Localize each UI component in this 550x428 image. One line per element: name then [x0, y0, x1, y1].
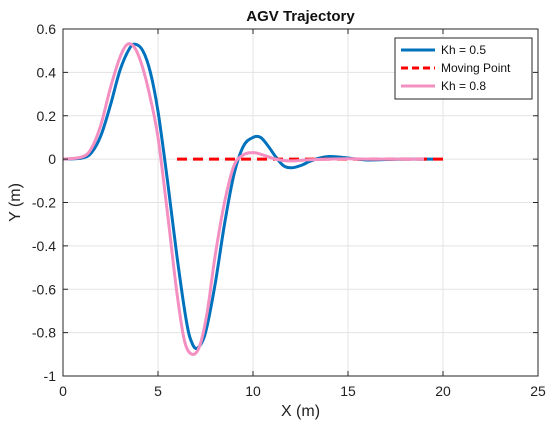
x-tick-label: 10 [245, 383, 261, 399]
ticks [62, 28, 539, 377]
y-tick-label: 0 [48, 151, 56, 167]
legend-label-moving-point: Moving Point [441, 61, 511, 75]
y-tick-label: 0.2 [37, 108, 57, 124]
y-tick-label: -0.2 [32, 195, 56, 211]
y-tick-label: 0.4 [37, 64, 57, 80]
y-tick-label: -0.4 [32, 238, 56, 254]
y-tick-label: 0.6 [37, 21, 57, 37]
legend-label-kh-0-8: Kh = 0.8 [441, 79, 486, 93]
y-tick-label: -0.8 [32, 325, 56, 341]
tick-labels: 0 5 10 15 20 25 0.6 0.4 0.2 0 -0.2 -0.4 -0.6 -0.8 -1 [32, 21, 546, 399]
x-tick-label: 25 [530, 383, 546, 399]
chart-title: AGV Trajectory [246, 8, 355, 25]
x-tick-label: 20 [435, 383, 451, 399]
series-line-kh-0-8 [62, 42, 424, 356]
y-axis-label: Y (m) [7, 183, 24, 222]
legend-label-kh-0-5: Kh = 0.5 [441, 43, 486, 57]
x-tick-label: 0 [59, 383, 67, 399]
y-tick-label: -1 [44, 368, 57, 384]
x-axis-label: X (m) [281, 403, 320, 420]
x-tick-label: 5 [154, 383, 162, 399]
y-tick-label: -0.6 [32, 281, 56, 297]
x-tick-label: 15 [340, 383, 356, 399]
series-layer [62, 42, 443, 356]
legend: Kh = 0.5 Moving Point Kh = 0.8 [394, 37, 533, 100]
